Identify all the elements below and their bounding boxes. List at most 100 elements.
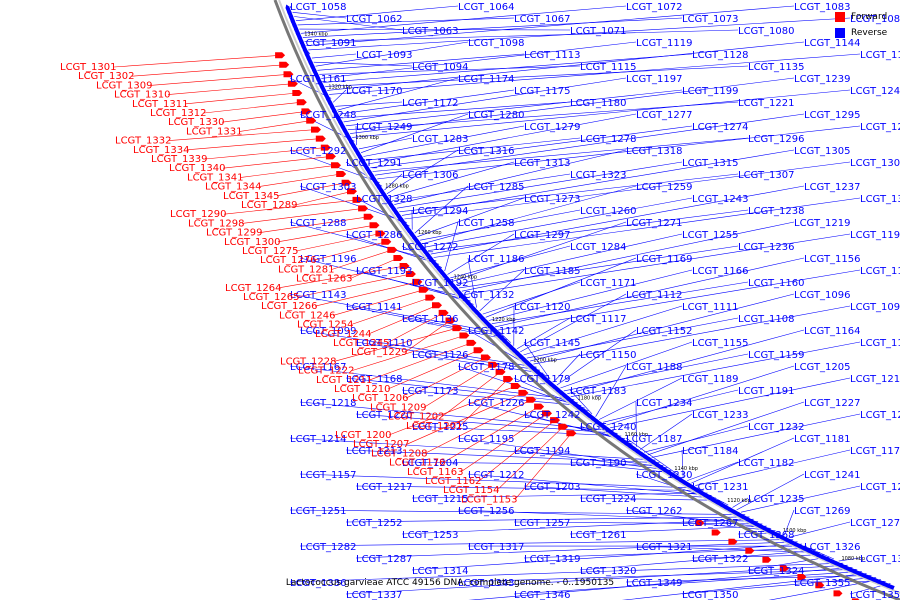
forward-gene-arrow xyxy=(292,90,303,96)
reverse-gene-label: LCGT_1062 xyxy=(346,14,403,25)
reverse-gene-label: LCGT_1269 xyxy=(794,506,851,517)
forward-leader-line xyxy=(278,265,405,289)
forward-leader-line xyxy=(405,357,487,399)
reverse-leader-line xyxy=(411,281,474,305)
forward-gene-label: LCGT_1207 xyxy=(353,439,410,450)
legend-item-reverse: Reverse xyxy=(835,25,891,41)
forward-gene-arrow xyxy=(438,309,449,316)
reverse-leader-line xyxy=(394,149,627,205)
reverse-leader-line xyxy=(377,125,861,180)
forward-gene-arrow xyxy=(393,255,404,261)
reverse-gene-label: LCGT_1193 xyxy=(356,266,413,277)
reverse-leader-line xyxy=(345,377,578,403)
reverse-gene-label: LCGT_1064 xyxy=(458,2,515,13)
reverse-gene-label: LCGT_1083 xyxy=(794,2,851,13)
reverse-leader-line xyxy=(311,53,357,59)
forward-gene-label: LCGT_1290 xyxy=(170,209,227,220)
scale-tick-label: 1080 kbp xyxy=(842,556,866,562)
reverse-gene-label: LCGT_1189 xyxy=(682,374,739,385)
reverse-gene-label: LCGT_1291 xyxy=(346,158,403,169)
reverse-leader-line xyxy=(579,550,816,571)
reverse-gene-label: LCGT_1350 xyxy=(682,590,739,600)
reverse-gene-label: LCGT_1243 xyxy=(692,194,749,205)
forward-gene-arrow xyxy=(518,389,529,396)
reverse-leader-line xyxy=(457,569,858,583)
reverse-gene-label: LCGT_1175 xyxy=(514,86,571,97)
forward-leader-line xyxy=(168,129,317,141)
reverse-gene-label: LCGT_1115 xyxy=(580,62,637,73)
reverse-gene-label: LCGT_1216 xyxy=(850,374,900,385)
reverse-leader-line xyxy=(556,329,637,386)
reverse-gene-label: LCGT_1117 xyxy=(570,314,627,325)
reverse-leader-line xyxy=(498,269,861,331)
reverse-leader-line xyxy=(520,293,627,353)
forward-gene-arrow xyxy=(466,339,477,346)
reverse-leader-line xyxy=(736,473,805,511)
reverse-gene-label: LCGT_1271 xyxy=(626,218,683,229)
reverse-gene-label: LCGT_1293 xyxy=(860,122,900,133)
forward-gene-arrow xyxy=(432,302,442,309)
reverse-leader-line xyxy=(332,89,347,103)
reverse-leader-line xyxy=(523,341,551,380)
reverse-gene-label: LCGT_1295 xyxy=(804,110,861,121)
reverse-leader-line xyxy=(610,377,851,429)
reverse-leader-line xyxy=(302,17,683,38)
reverse-leader-line xyxy=(569,525,767,535)
reverse-gene-label: LCGT_1191 xyxy=(738,386,795,397)
reverse-leader-line xyxy=(563,353,749,392)
reverse-gene-label: LCGT_1307 xyxy=(738,170,795,181)
reverse-leader-line xyxy=(803,545,835,560)
forward-gene-arrow xyxy=(320,144,331,151)
reverse-leader-line xyxy=(374,113,805,176)
forward-gene-arrow xyxy=(412,278,423,285)
forward-leader-line xyxy=(276,182,347,197)
forward-leader-line xyxy=(313,241,387,261)
forward-gene-arrow xyxy=(405,271,416,277)
forward-gene-arrow xyxy=(728,538,738,545)
reverse-gene-label: LCGT_1144 xyxy=(804,38,861,49)
reverse-gene-label: LCGT_1322 xyxy=(692,554,749,565)
scale-tick-label: 1120 kbp xyxy=(727,498,751,504)
forward-leader-line xyxy=(258,173,342,187)
reverse-leader-line xyxy=(360,113,469,153)
reverse-gene-label: LCGT_1182 xyxy=(738,458,795,469)
forward-gene-label: LCGT_1309 xyxy=(96,80,153,91)
reverse-gene-label: LCGT_1088 xyxy=(850,14,900,25)
reverse-leader-line xyxy=(425,197,693,248)
forward-gene-arrow xyxy=(503,376,514,382)
forward-gene-label: LCGT_1266 xyxy=(261,301,318,312)
reverse-gene-label: LCGT_1128 xyxy=(692,50,749,61)
reverse-gene-label: LCGT_1164 xyxy=(804,326,861,337)
reverse-gene-label: LCGT_1273 xyxy=(524,194,581,205)
reverse-gene-label: LCGT_1183 xyxy=(570,386,627,397)
reverse-gene-label: LCGT_1336 xyxy=(290,578,347,589)
forward-gene-arrow xyxy=(306,117,317,124)
reverse-gene-label: LCGT_1155 xyxy=(692,338,749,349)
forward-gene-label: LCGT_1276 xyxy=(260,255,317,266)
reverse-leader-line xyxy=(606,365,795,426)
reverse-gene-label: LCGT_1316 xyxy=(458,146,515,157)
reverse-gene-label: LCGT_1279 xyxy=(524,122,581,133)
forward-leader-line xyxy=(203,101,302,114)
reverse-gene-label: LCGT_1259 xyxy=(636,182,693,193)
reverse-gene-label: LCGT_1260 xyxy=(580,206,637,217)
forward-gene-label: LCGT_1176 xyxy=(389,458,446,469)
forward-gene-label: LCGT_1200 xyxy=(335,430,392,441)
reverse-gene-label: LCGT_1169 xyxy=(636,254,693,265)
reverse-gene-label: LCGT_1181 xyxy=(794,434,851,445)
reverse-leader-line xyxy=(433,197,861,258)
reverse-leader-line xyxy=(457,509,759,522)
reverse-leader-line xyxy=(345,305,505,337)
reverse-gene-label: LCGT_1272 xyxy=(402,242,459,253)
reverse-leader-line xyxy=(355,125,357,146)
reverse-gene-label: LCGT_1132 xyxy=(458,290,515,301)
reverse-gene-label: LCGT_1196 xyxy=(300,254,357,265)
forward-gene-label: LCGT_1208 xyxy=(371,448,428,459)
forward-leader-line xyxy=(423,364,494,408)
reverse-gene-label: LCGT_1142 xyxy=(468,326,525,337)
forward-leader-line xyxy=(239,120,312,132)
reverse-gene-label: LCGT_1287 xyxy=(356,554,413,565)
reverse-leader-line xyxy=(365,137,581,161)
reverse-leader-line xyxy=(358,137,413,150)
